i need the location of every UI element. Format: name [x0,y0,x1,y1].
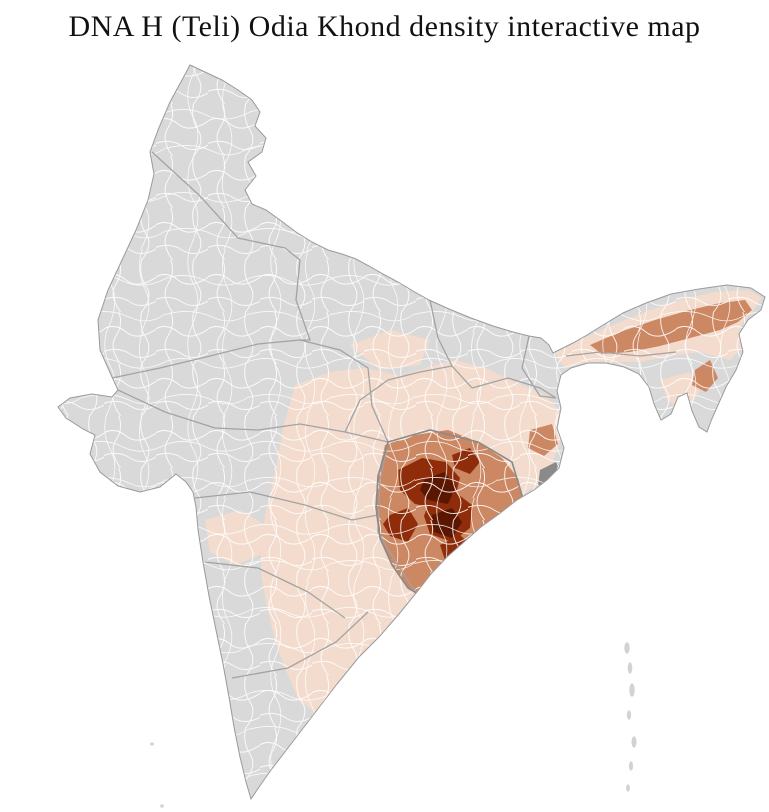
state-borders [111,151,677,679]
page-title: DNA H (Teli) Odia Khond density interact… [68,10,701,43]
district-borders-mesh [58,65,765,799]
india-outline [57,64,766,801]
andaman-islands[interactable] [623,641,638,793]
lakshadweep-islands[interactable] [150,742,164,808]
